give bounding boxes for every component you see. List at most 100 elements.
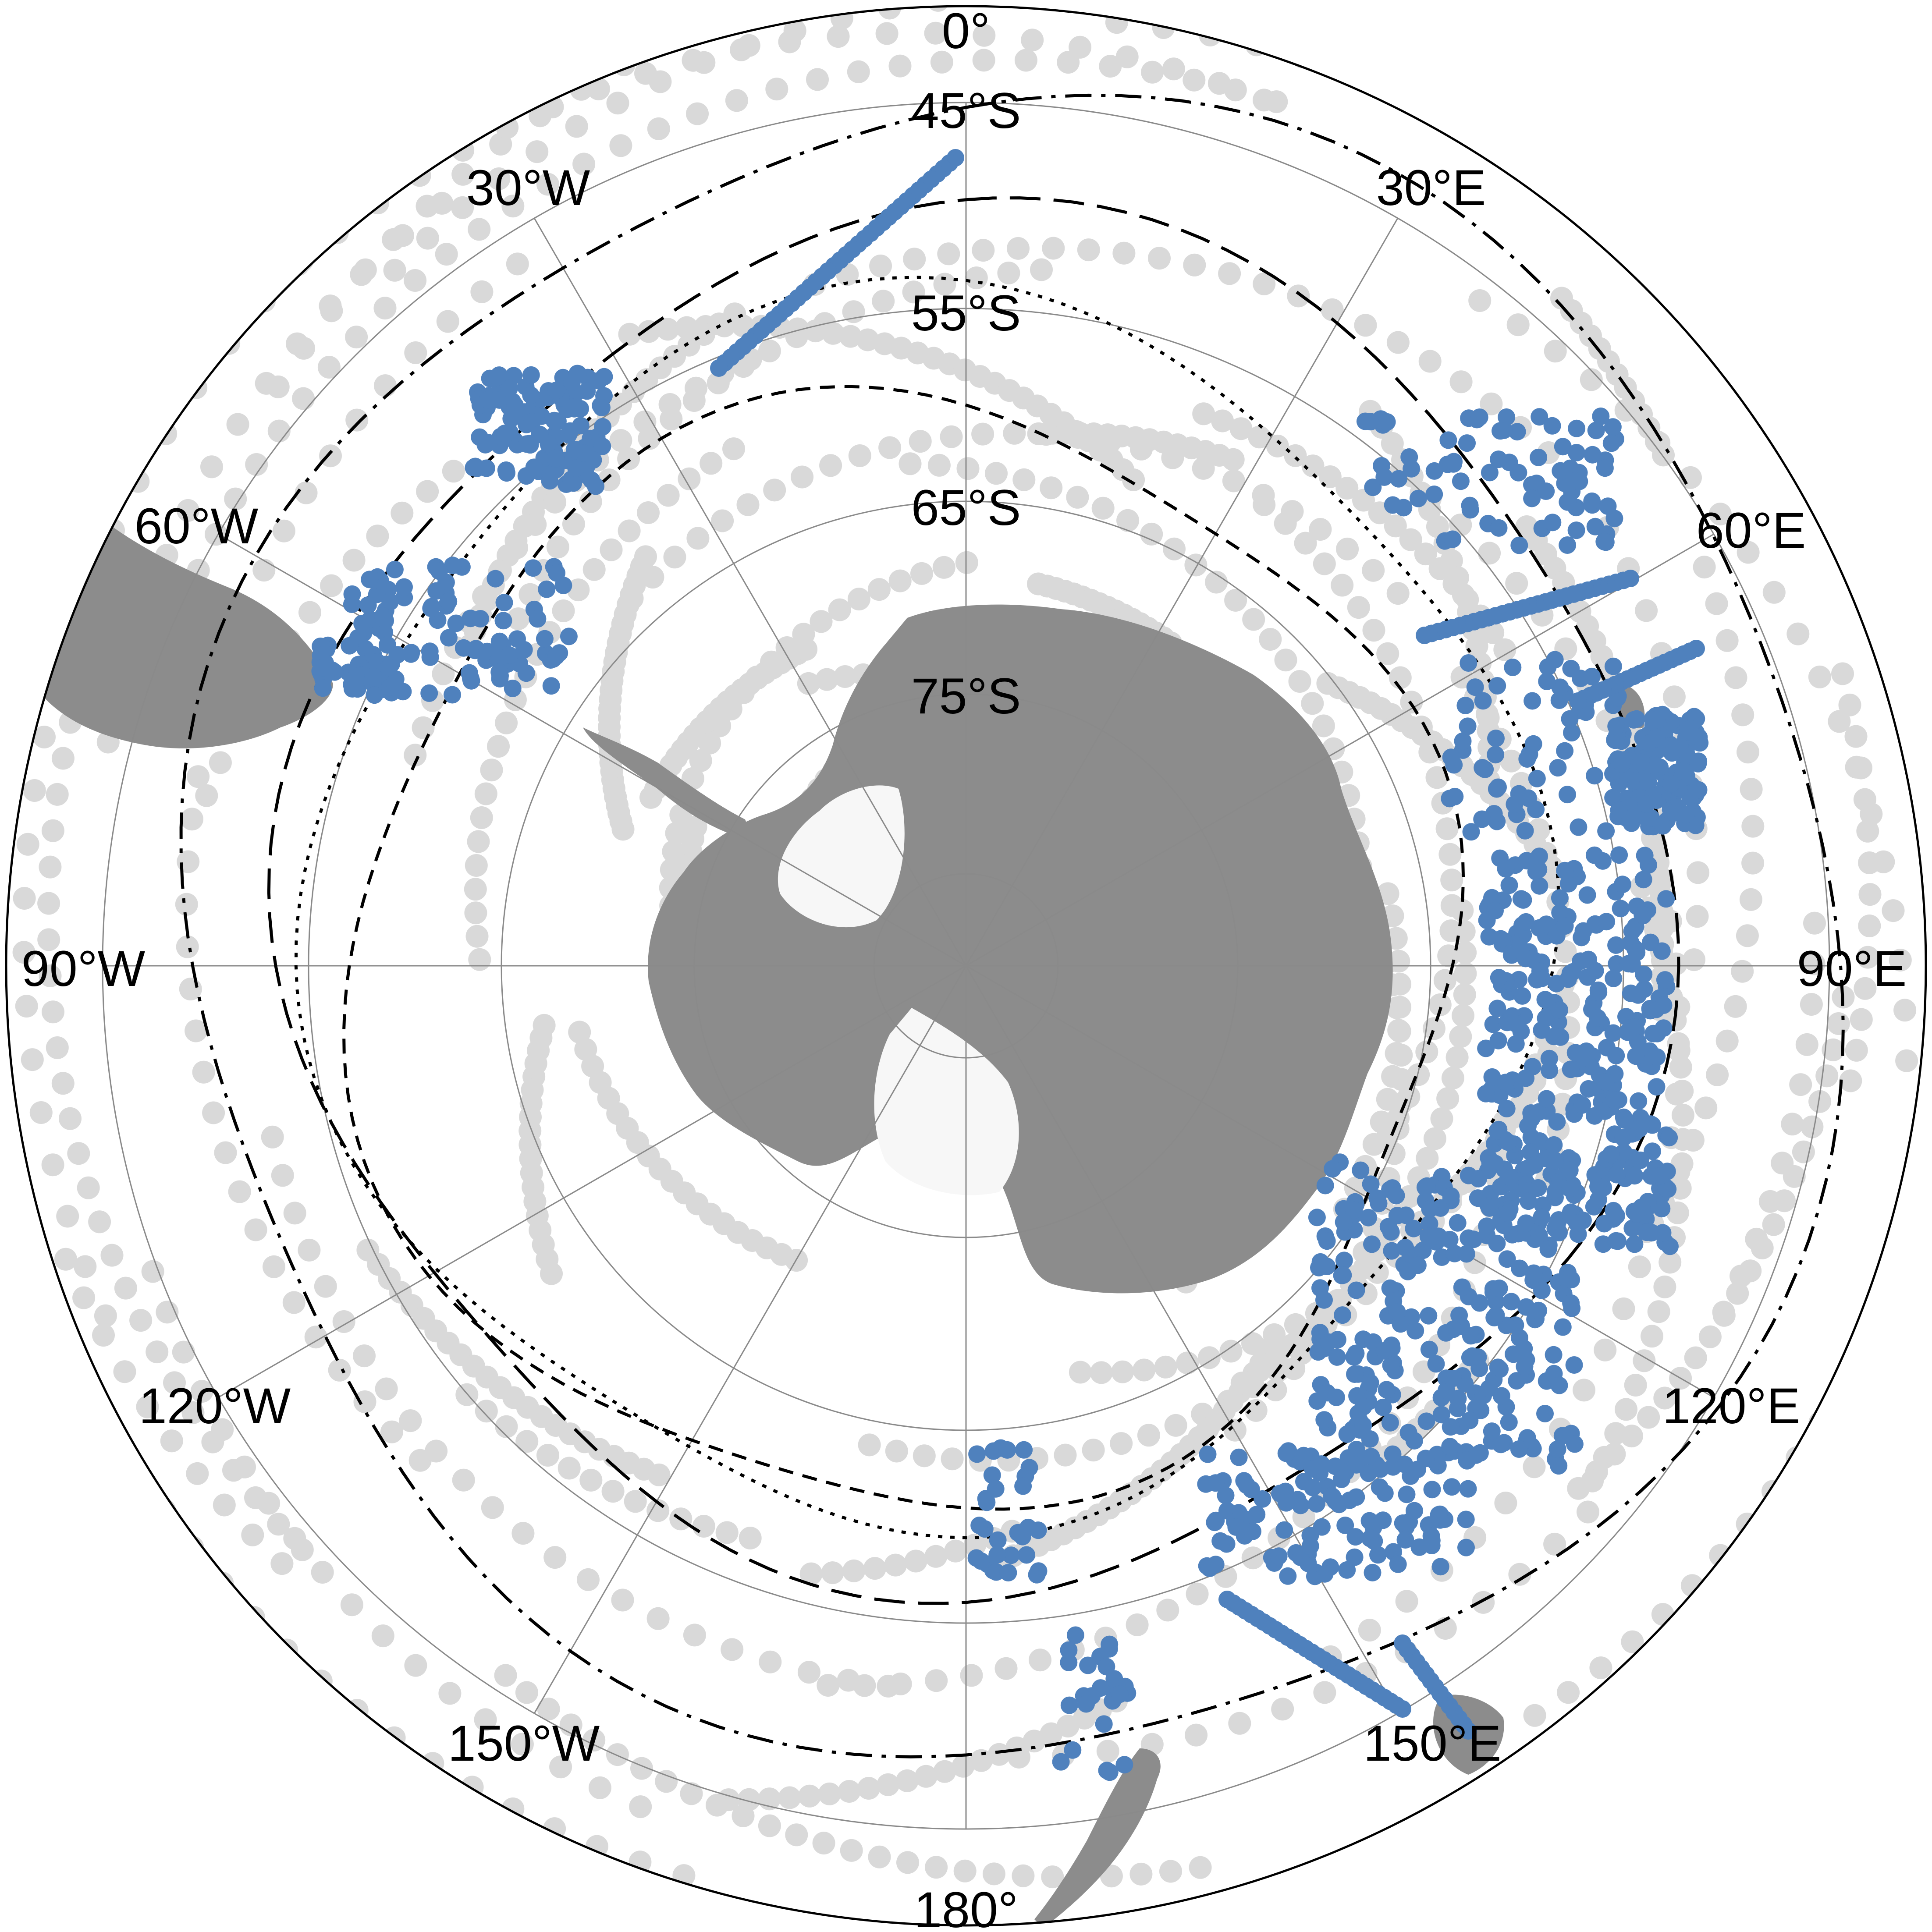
- grey-point: [435, 243, 458, 266]
- grey-point: [1858, 915, 1881, 937]
- grey-point: [267, 419, 291, 443]
- blue-point: [1595, 1215, 1613, 1233]
- grey-point: [579, 1468, 603, 1492]
- blue-point: [1324, 1488, 1342, 1506]
- blue-point: [444, 557, 462, 574]
- blue-point: [1383, 1242, 1401, 1260]
- grey-point: [1715, 629, 1739, 652]
- grey-point: [913, 1444, 936, 1468]
- blue-point: [1498, 1100, 1516, 1117]
- blue-point: [1671, 737, 1689, 755]
- blue-point: [522, 366, 540, 384]
- grey-point: [1197, 1346, 1221, 1369]
- blue-point: [1360, 1209, 1377, 1227]
- blue-point: [1467, 1326, 1485, 1344]
- blue-point: [388, 646, 406, 664]
- blue-point: [1334, 1306, 1351, 1324]
- blue-point: [1573, 1096, 1591, 1114]
- grey-point: [660, 858, 683, 881]
- grey-point: [1481, 621, 1505, 644]
- blue-point: [462, 670, 479, 688]
- grey-point: [972, 239, 995, 262]
- blue-point: [1446, 787, 1464, 805]
- front-line-long-dash: [267, 196, 1680, 1605]
- grey-point: [399, 1409, 422, 1432]
- grey-point: [1828, 710, 1851, 733]
- grey-point: [1736, 924, 1759, 947]
- grey-point: [39, 964, 62, 987]
- grey-point: [1041, 1865, 1064, 1889]
- blue-point: [1399, 1424, 1417, 1442]
- grey-point: [1762, 581, 1786, 604]
- blue-point: [1396, 1239, 1414, 1256]
- grey-point: [1389, 972, 1412, 996]
- grey-point: [88, 1210, 111, 1234]
- south-america: [34, 521, 334, 748]
- grey-point: [1253, 272, 1276, 295]
- grey-point: [711, 509, 734, 532]
- lon-label-120w: 120°W: [139, 1378, 291, 1434]
- blue-point: [1528, 769, 1546, 787]
- grey-point: [1241, 1332, 1264, 1355]
- grey-point: [319, 294, 342, 318]
- grey-point: [1189, 1856, 1212, 1879]
- blue-point: [1511, 1259, 1529, 1277]
- grey-point: [1508, 1563, 1531, 1586]
- grey-point: [1773, 1189, 1796, 1212]
- grey-point: [51, 1072, 75, 1095]
- blue-point: [1525, 1264, 1543, 1282]
- grey-point: [1091, 496, 1115, 520]
- grey-point: [1389, 996, 1412, 1019]
- meridian-line: [966, 533, 1714, 967]
- grey-point: [543, 1546, 567, 1569]
- blue-point: [1347, 1488, 1365, 1506]
- blue-point: [1427, 1355, 1445, 1373]
- blue-point: [547, 450, 565, 468]
- meridian-line: [965, 218, 1399, 966]
- grey-point: [847, 588, 870, 611]
- blue-point: [490, 632, 508, 650]
- frontal-lines: [179, 93, 1845, 1758]
- blue-point: [1522, 1128, 1540, 1146]
- grey-point: [1581, 1469, 1604, 1492]
- grey-point: [464, 878, 487, 901]
- blue-point: [1368, 1189, 1386, 1207]
- grey-point: [1281, 1333, 1304, 1356]
- grey-point: [261, 1125, 284, 1149]
- blue-point: [1556, 742, 1574, 760]
- blue-point: [1018, 1546, 1036, 1564]
- blue-point: [1449, 1214, 1467, 1232]
- grey-point: [985, 462, 1008, 485]
- grey-point: [686, 102, 709, 125]
- blue-point: [1460, 654, 1477, 672]
- blue-point: [1454, 732, 1472, 750]
- blue-point: [1406, 1322, 1424, 1340]
- blue-point: [1510, 1440, 1528, 1458]
- blue-point: [1510, 536, 1528, 554]
- grey-point: [904, 1549, 927, 1573]
- grey-point: [940, 425, 963, 448]
- blue-point: [1602, 434, 1620, 452]
- grey-point: [179, 978, 202, 1001]
- blue-point: [1371, 1478, 1389, 1496]
- grey-point: [404, 744, 427, 767]
- grey-point: [1815, 1064, 1839, 1088]
- grey-point: [345, 326, 368, 349]
- blue-point: [1562, 659, 1580, 677]
- grey-point: [827, 25, 850, 48]
- grey-point: [177, 499, 199, 522]
- grey-point: [1554, 940, 1577, 963]
- grey-point: [100, 1244, 124, 1267]
- grey-point: [1454, 962, 1477, 985]
- blue-point: [1518, 750, 1536, 768]
- grey-point: [1737, 541, 1760, 564]
- lat-label-55s: 55°S: [911, 285, 1021, 341]
- grey-point: [1012, 1864, 1035, 1887]
- grey-point: [930, 50, 953, 74]
- grey-point: [1845, 1039, 1868, 1062]
- grey-point: [791, 465, 814, 489]
- grey-point: [172, 1340, 195, 1364]
- blue-point: [1583, 492, 1601, 510]
- blue-point: [1613, 876, 1631, 893]
- blue-point: [1515, 1340, 1533, 1358]
